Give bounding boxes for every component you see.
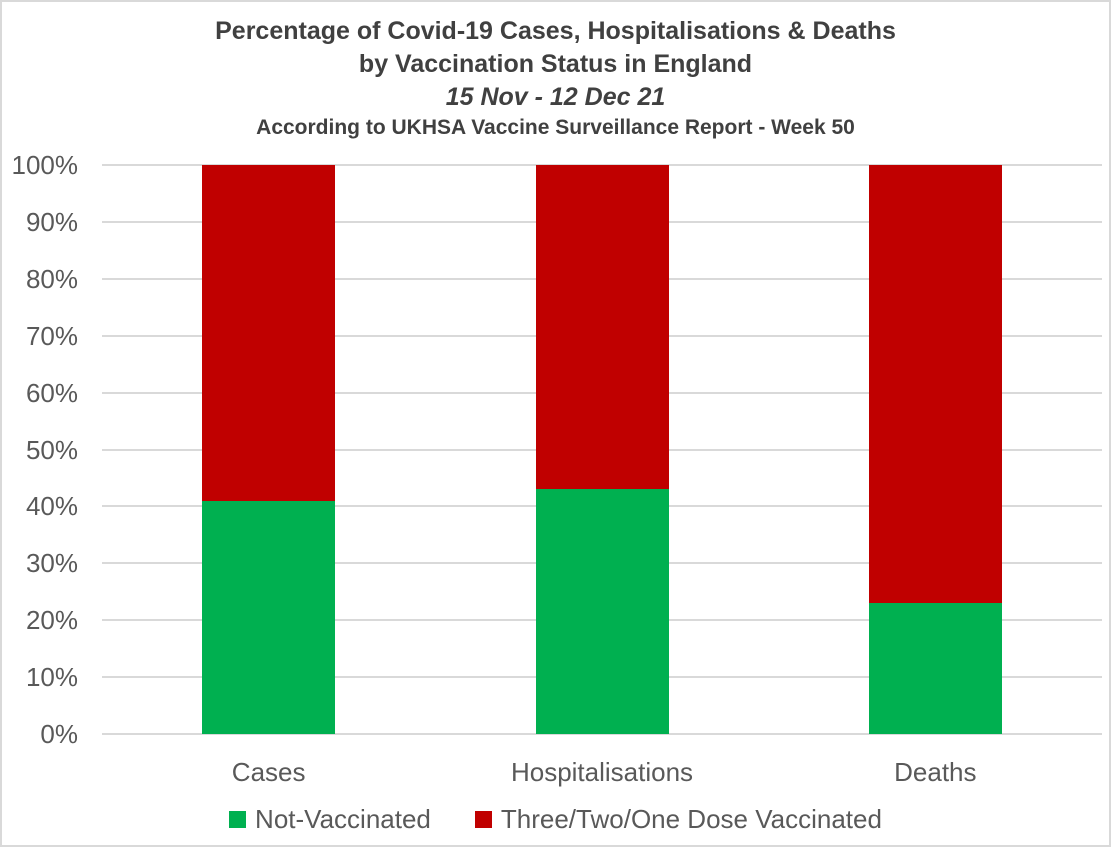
y-tick-label-60: 60% (25, 377, 78, 408)
y-tick-label-40: 40% (25, 491, 78, 522)
legend-item-three-two-one-dose-vaccinated: Three/Two/One Dose Vaccinated (474, 803, 882, 835)
x-category-label-hospitalisations: Hospitalisations (510, 757, 694, 787)
y-tick-label-90: 90% (25, 206, 78, 237)
legend-swatch-icon (229, 810, 247, 828)
legend-label: Three/Two/One Dose Vaccinated (500, 804, 882, 834)
chart-title-source: According to UKHSA Vaccine Surveillance … (256, 116, 855, 139)
y-tick-label-20: 20% (25, 605, 78, 636)
y-tick-label-70: 70% (25, 320, 78, 351)
x-category-label-deaths: Deaths (894, 757, 977, 787)
y-tick-label-0: 0% (40, 719, 78, 749)
bar-segment-deaths-three-two-one-dose-vaccinated (868, 165, 1002, 604)
y-tick-label-10: 10% (25, 662, 78, 693)
gridline-0 (102, 733, 1102, 735)
chart-title-date-range: 15 Nov - 12 Dec 21 (445, 83, 666, 111)
chart-title-line2: by Vaccination Status in England (358, 50, 753, 78)
legend-label: Not-Vaccinated (255, 804, 431, 834)
y-axis-labels: 0% 10% 20% 30% 40% 50% 60% 70% 80% 90% 100% (2, 150, 79, 749)
y-tick-label-80: 80% (25, 263, 78, 294)
legend-swatch-icon (474, 810, 492, 828)
y-tick-label-100: 100% (11, 150, 79, 180)
bar-segment-deaths-not-vaccinated (868, 603, 1002, 734)
y-tick-label-30: 30% (25, 548, 78, 579)
chart-title-block: Percentage of Covid-19 Cases, Hospitalis… (2, 15, 1109, 142)
gridline-100 (102, 164, 1102, 166)
bar-segment-hospitalisations-three-two-one-dose-vaccinated (535, 165, 669, 490)
plot-area (102, 164, 1102, 735)
chart-title-line1: Percentage of Covid-19 Cases, Hospitalis… (215, 17, 896, 45)
y-tick-label-50: 50% (25, 434, 78, 465)
bar-segment-cases-three-two-one-dose-vaccinated (202, 165, 336, 501)
bar-segment-hospitalisations-not-vaccinated (535, 489, 669, 734)
legend-item-not-vaccinated: Not-Vaccinated (229, 803, 431, 835)
legend: Not-Vaccinated Three/Two/One Dose Vaccina… (2, 803, 1109, 835)
bar-segment-cases-not-vaccinated (202, 500, 336, 734)
x-category-label-cases: Cases (231, 757, 306, 787)
x-axis-labels: Cases Hospitalisations Deaths (102, 756, 1102, 790)
